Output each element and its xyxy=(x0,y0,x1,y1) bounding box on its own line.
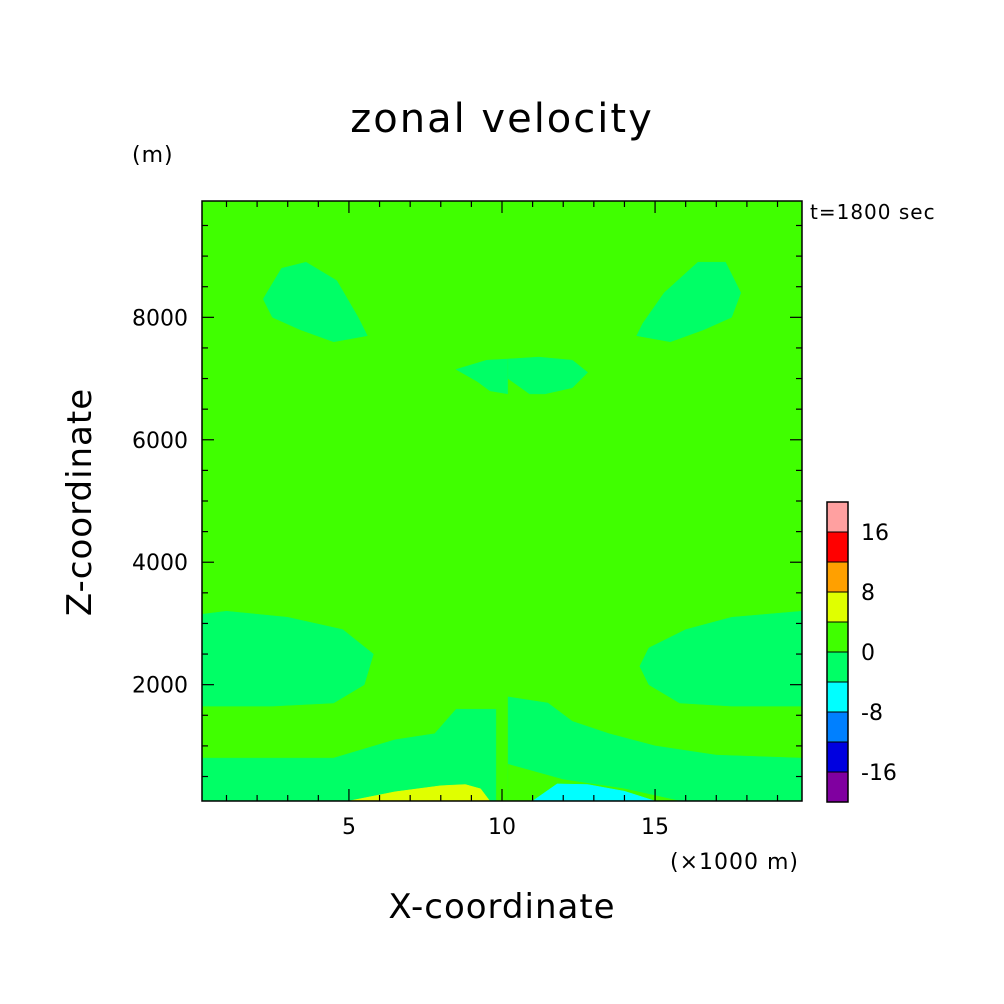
colorbar-swatch xyxy=(826,711,849,743)
y-tick-label: 8000 xyxy=(132,306,188,331)
colorbar-swatch xyxy=(826,621,849,653)
x-axis-label: X-coordinate xyxy=(388,887,616,927)
contour-region-left-mid-blob xyxy=(201,610,374,707)
x-tick-label: 10 xyxy=(488,815,516,840)
y-tick-label: 6000 xyxy=(132,429,188,454)
time-annotation: t=1800 sec xyxy=(810,200,936,224)
colorbar-swatch xyxy=(826,651,849,683)
colorbar-swatch xyxy=(826,591,849,623)
chart-title: zonal velocity xyxy=(350,96,654,142)
contour-region-right-upper-blob xyxy=(636,261,742,343)
colorbar-swatch xyxy=(826,531,849,563)
colorbar-swatch xyxy=(826,771,849,803)
colorbar-label: 8 xyxy=(861,581,875,606)
colorbar-label: -8 xyxy=(861,701,883,726)
x-axis-unit: (×1000 m) xyxy=(670,850,800,875)
x-tick-label: 15 xyxy=(641,815,669,840)
colorbar-swatch xyxy=(826,741,849,773)
contour-field xyxy=(201,200,803,802)
colorbar-swatch xyxy=(826,681,849,713)
y-axis-unit: (m) xyxy=(132,143,174,168)
contour-region-left-upper-blob xyxy=(262,261,368,343)
colorbar-swatch xyxy=(826,501,849,533)
plot-axes: 5 10 15 2000 4000 6000 8000 xyxy=(132,200,803,840)
colorbar-label: 16 xyxy=(861,521,889,546)
y-tick-label: 4000 xyxy=(132,551,188,576)
colorbar-swatch xyxy=(826,561,849,593)
y-tick-label: 2000 xyxy=(132,674,188,699)
x-tick-label: 5 xyxy=(342,815,356,840)
contour-region-center-upper-lens-right xyxy=(507,356,589,395)
colorbar-label: -16 xyxy=(861,761,897,786)
colorbar-label: 0 xyxy=(861,641,875,666)
contour-region-right-mid-blob xyxy=(639,610,803,707)
colorbar: -16 -8 0 8 16 xyxy=(826,501,897,803)
colorbar-frame xyxy=(826,501,849,803)
